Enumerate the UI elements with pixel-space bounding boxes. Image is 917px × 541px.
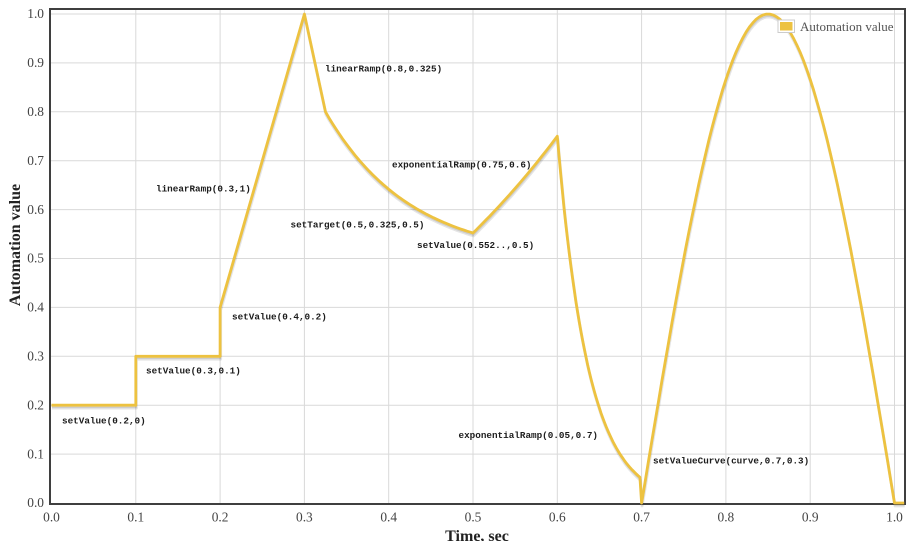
svg-text:setTarget(0.5,0.325,0.5): setTarget(0.5,0.325,0.5) (291, 220, 425, 231)
svg-text:1.0: 1.0 (27, 6, 44, 21)
svg-text:0.3: 0.3 (296, 510, 313, 525)
svg-text:0.7: 0.7 (633, 510, 650, 525)
svg-text:0.0: 0.0 (43, 510, 60, 525)
svg-text:0.4: 0.4 (27, 300, 44, 315)
svg-text:0.6: 0.6 (27, 202, 44, 217)
svg-text:linearRamp(0.3,1): linearRamp(0.3,1) (156, 184, 251, 195)
svg-text:0.3: 0.3 (27, 349, 44, 364)
svg-text:setValue(0.3,0.1): setValue(0.3,0.1) (146, 366, 241, 377)
svg-text:setValue(0.552..,0.5): setValue(0.552..,0.5) (417, 240, 534, 251)
svg-text:Time, sec: Time, sec (445, 528, 509, 541)
svg-text:setValue(0.2,0): setValue(0.2,0) (62, 416, 146, 427)
svg-text:Automation value: Automation value (800, 19, 894, 34)
svg-text:0.9: 0.9 (27, 55, 44, 70)
svg-text:Automation value: Automation value (7, 184, 24, 306)
svg-text:linearRamp(0.8,0.325): linearRamp(0.8,0.325) (325, 64, 442, 75)
svg-text:0.5: 0.5 (465, 510, 482, 525)
svg-text:exponentialRamp(0.75,0.6): exponentialRamp(0.75,0.6) (392, 160, 531, 171)
svg-text:0.1: 0.1 (127, 510, 144, 525)
svg-text:0.8: 0.8 (27, 104, 44, 119)
svg-text:0.9: 0.9 (802, 510, 819, 525)
svg-text:1.0: 1.0 (886, 510, 903, 525)
svg-text:0.1: 0.1 (27, 446, 44, 461)
svg-text:0.2: 0.2 (27, 397, 44, 412)
svg-text:0.6: 0.6 (549, 510, 566, 525)
svg-text:0.0: 0.0 (27, 495, 44, 510)
svg-text:0.2: 0.2 (212, 510, 229, 525)
svg-text:0.5: 0.5 (27, 251, 44, 266)
svg-text:0.4: 0.4 (380, 510, 397, 525)
svg-text:0.8: 0.8 (718, 510, 735, 525)
svg-text:setValueCurve(curve,0.7,0.3): setValueCurve(curve,0.7,0.3) (653, 456, 809, 467)
svg-text:exponentialRamp(0.05,0.7): exponentialRamp(0.05,0.7) (459, 430, 598, 441)
svg-text:0.7: 0.7 (27, 153, 44, 168)
svg-text:setValue(0.4,0.2): setValue(0.4,0.2) (232, 312, 327, 323)
